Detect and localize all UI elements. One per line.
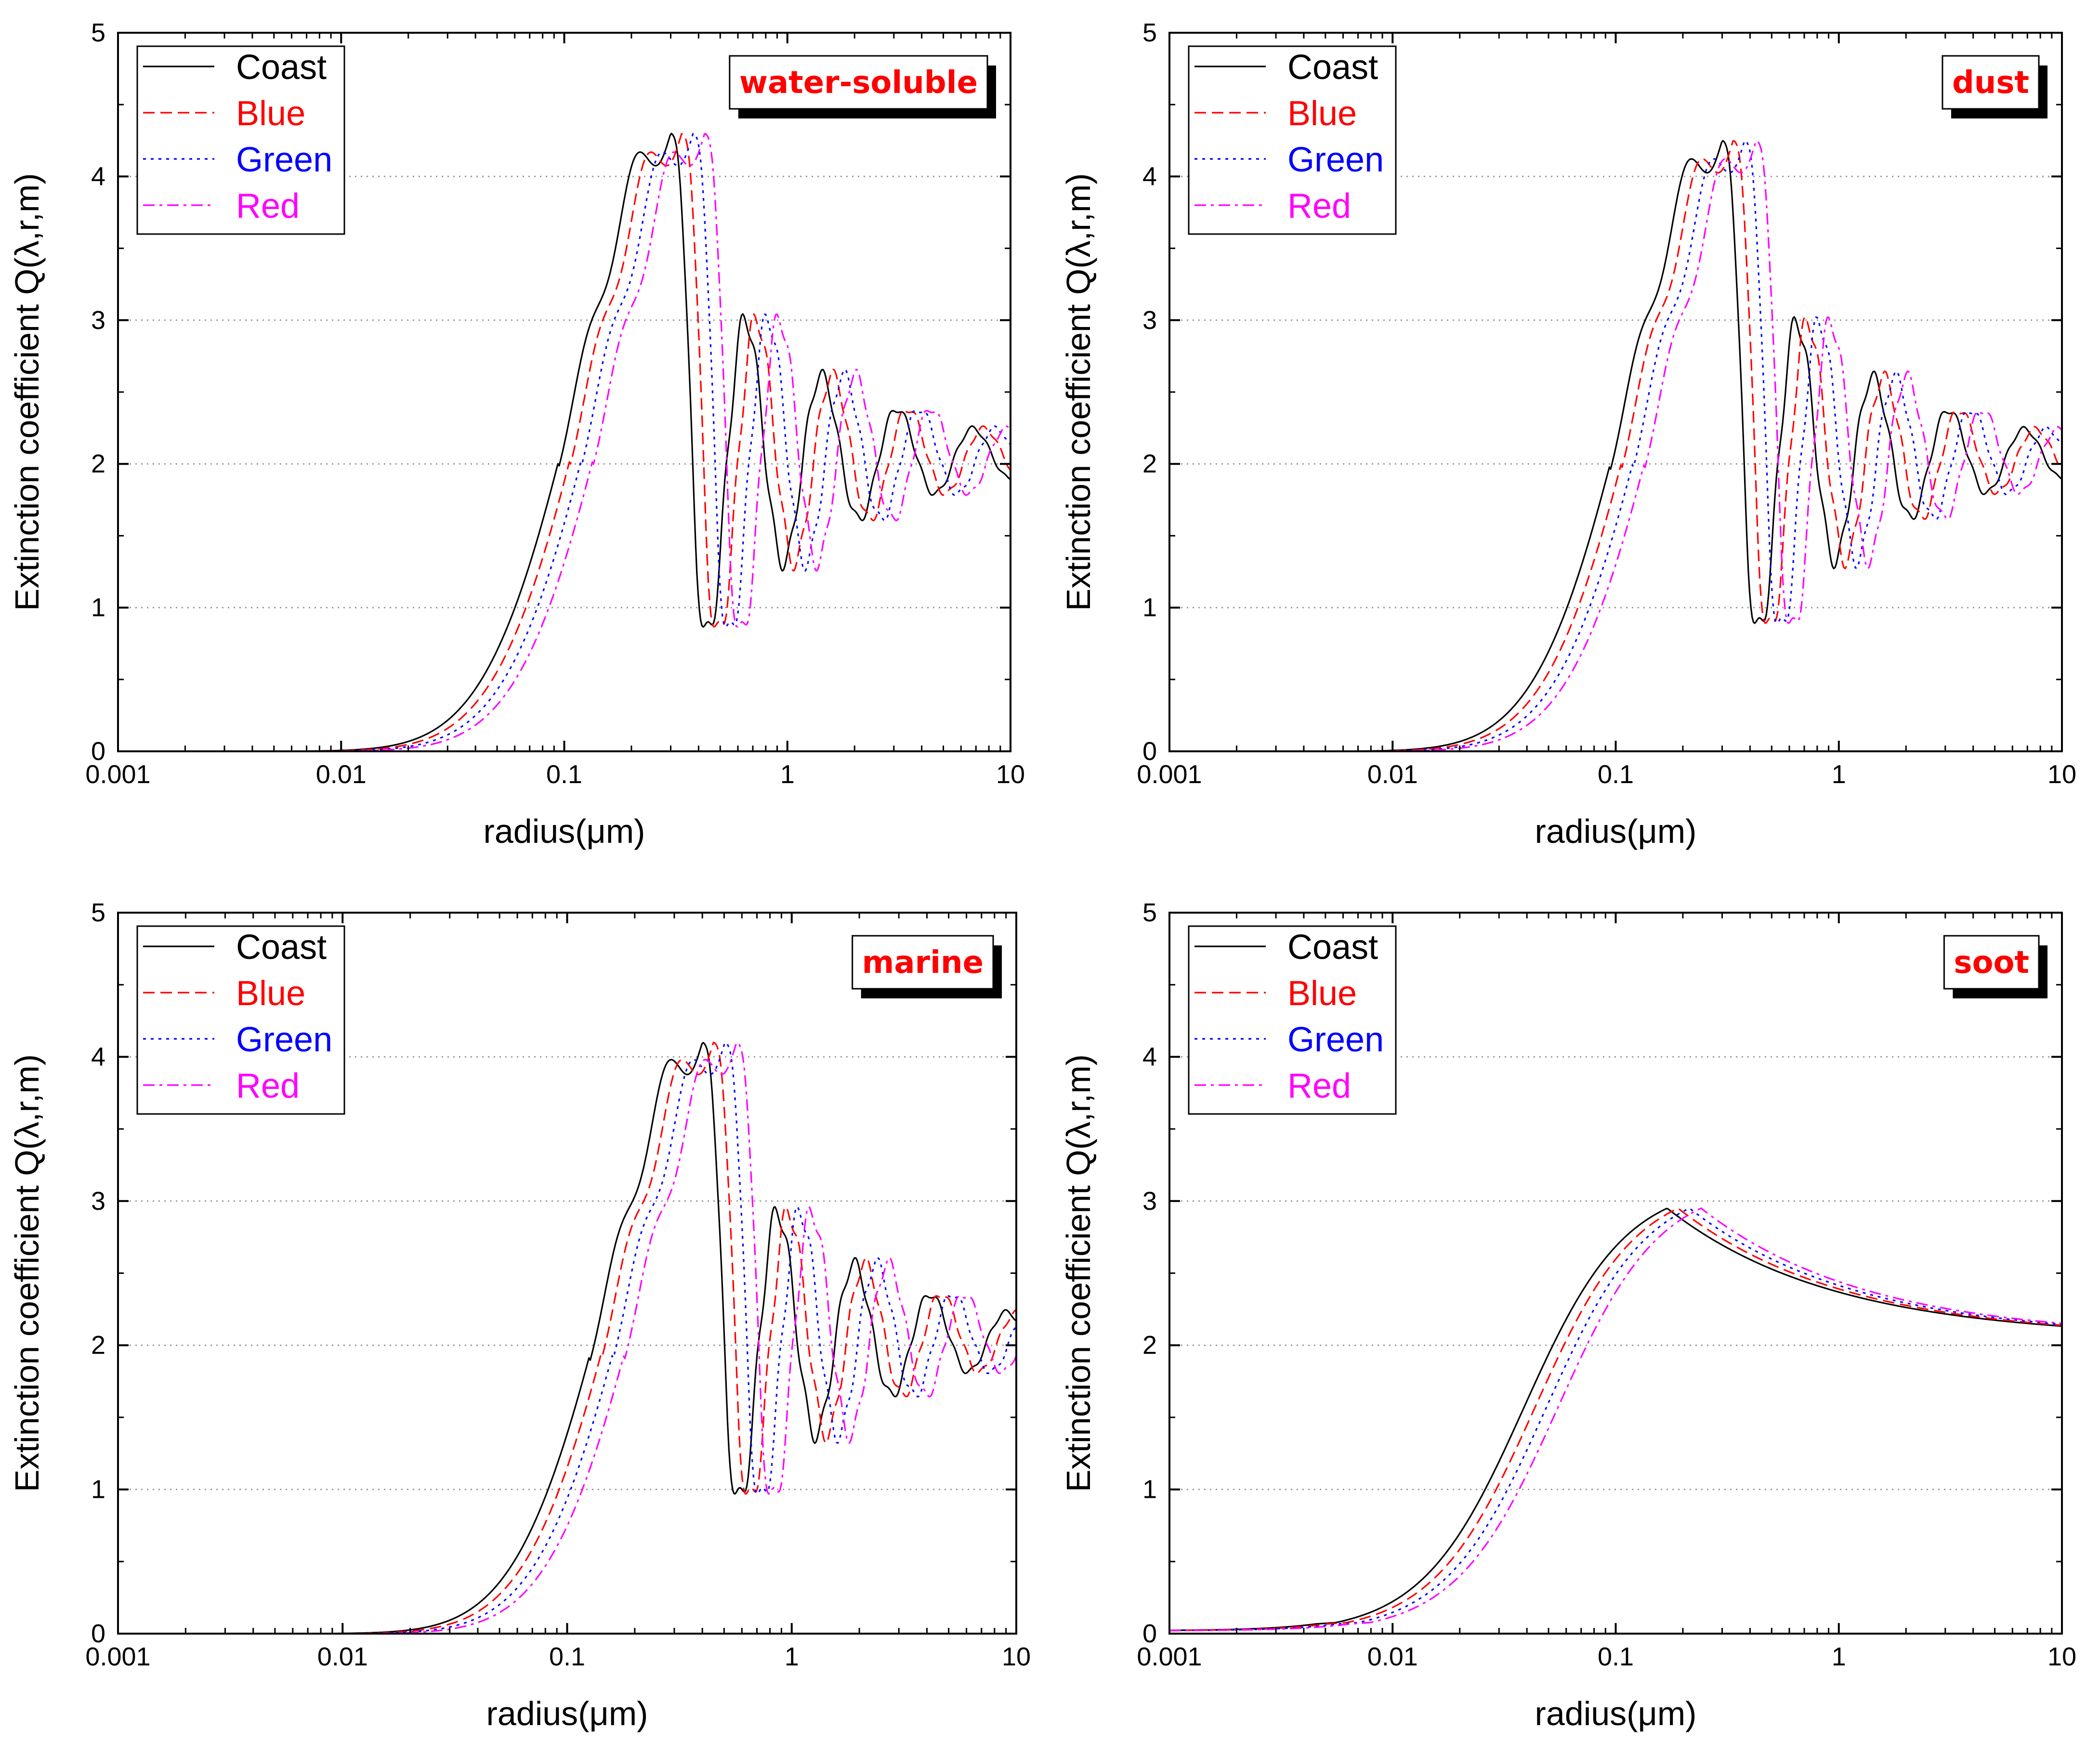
y-tick-label: 0	[91, 1619, 105, 1648]
panel-title-box	[852, 935, 994, 990]
y-tick-label: 0	[91, 737, 105, 766]
legend-box	[136, 45, 345, 235]
y-axis-label: Extinction coefficient Q(λ,r,m)	[8, 1054, 46, 1492]
y-tick-label: 4	[91, 1042, 105, 1071]
x-tick-label: 0.1	[1598, 1642, 1634, 1671]
series-line-green	[118, 1041, 1017, 1635]
legend-label-green: Green	[236, 141, 332, 179]
y-tick-label: 2	[91, 1331, 105, 1360]
x-tick-label: 0.01	[1367, 1642, 1418, 1671]
x-tick-label: 0.001	[1137, 1642, 1202, 1671]
y-tick-label: 1	[1142, 1475, 1157, 1504]
y-tick-label: 5	[1142, 898, 1157, 927]
y-tick-label: 3	[91, 1187, 105, 1216]
series-line-red	[1169, 1207, 2062, 1632]
y-tick-label: 2	[1142, 1331, 1157, 1360]
panel-title: water-soluble	[739, 65, 978, 101]
chart-panel-marine: 0 1 2 3 4 5 0.001 0.01 0.1 1 10 radius(μm) Extinctio…	[8, 898, 1031, 1732]
y-tick-label: 5	[91, 898, 105, 927]
series-line-red	[118, 1042, 1017, 1635]
chart-panel-dust: 0 1 2 3 4 5 0.001 0.01 0.1 1 10 radius(μm) Extinctio…	[1060, 18, 2076, 850]
y-tick-label: 1	[91, 593, 105, 622]
x-axis-label: radius(μm)	[1535, 812, 1697, 850]
series-line-green	[1169, 1207, 2062, 1632]
legend-box	[136, 925, 345, 1115]
x-tick-label: 0.01	[316, 760, 367, 789]
x-tick-label: 0.1	[549, 1642, 585, 1671]
y-tick-label: 5	[1142, 18, 1157, 47]
y-axis-label: Extinction coefficient Q(λ,r,m)	[8, 173, 46, 611]
x-tick-label: 1	[1832, 1642, 1846, 1671]
legend-box	[1188, 45, 1397, 235]
y-tick-label: 1	[1142, 593, 1157, 622]
x-tick-label: 0.01	[1367, 760, 1418, 789]
x-tick-label: 0.1	[1598, 760, 1634, 789]
x-tick-label: 10	[2048, 760, 2076, 789]
x-axis-label: radius(μm)	[1535, 1695, 1697, 1732]
y-tick-label: 5	[91, 18, 105, 47]
legend-label-red: Red	[1287, 187, 1351, 225]
legend-label-coast: Coast	[1287, 48, 1378, 87]
legend-label-blue: Blue	[1287, 94, 1357, 133]
y-tick-label: 4	[1142, 162, 1157, 191]
legend-label-blue: Blue	[236, 94, 305, 133]
y-tick-label: 0	[1142, 737, 1157, 766]
x-tick-label: 0.001	[1137, 760, 1202, 789]
x-tick-label: 0.001	[85, 760, 150, 789]
series-line-blue	[118, 1041, 1017, 1635]
y-tick-label: 2	[1142, 449, 1157, 478]
x-tick-label: 1	[785, 1642, 799, 1671]
legend-label-green: Green	[1287, 1021, 1384, 1059]
y-axis-label: Extinction coefficient Q(λ,r,m)	[1060, 173, 1097, 611]
legend-label-coast: Coast	[1287, 928, 1378, 967]
panel-title-box	[1943, 935, 2040, 990]
legend-label-blue: Blue	[236, 974, 305, 1013]
legend-label-coast: Coast	[236, 48, 327, 87]
y-tick-label: 3	[91, 306, 105, 335]
y-tick-label: 1	[91, 1475, 105, 1504]
legend-label-blue: Blue	[1287, 974, 1357, 1013]
panel-title-box	[1942, 55, 2040, 110]
series-line-coast	[1169, 1207, 2062, 1631]
x-tick-label: 10	[1002, 1642, 1031, 1671]
panel-title-box	[729, 55, 988, 110]
y-axis-label: Extinction coefficient Q(λ,r,m)	[1060, 1054, 1097, 1492]
panel-title: dust	[1952, 65, 2029, 101]
y-tick-label: 0	[1142, 1619, 1157, 1648]
x-tick-label: 0.01	[317, 1642, 368, 1671]
legend-label-red: Red	[236, 187, 300, 225]
x-tick-label: 10	[996, 760, 1025, 789]
x-tick-label: 1	[780, 760, 795, 789]
y-tick-label: 2	[91, 449, 105, 478]
x-axis-label: radius(μm)	[484, 812, 645, 850]
y-tick-label: 3	[1142, 1187, 1157, 1216]
legend-label-coast: Coast	[236, 928, 327, 967]
x-tick-label: 0.1	[546, 760, 582, 789]
series-line-coast	[118, 1042, 1017, 1635]
y-tick-label: 4	[1142, 1042, 1157, 1071]
x-tick-label: 10	[2048, 1642, 2076, 1671]
panel-title: soot	[1954, 945, 2029, 981]
legend-box	[1188, 925, 1397, 1115]
legend-label-green: Green	[1287, 141, 1384, 179]
legend-label-green: Green	[236, 1021, 332, 1059]
chart-panel-soot: 0 1 2 3 4 5 0.001 0.01 0.1 1 10 radius(μm) Extinctio…	[1060, 898, 2076, 1732]
chart-panel-water-soluble: 0 1 2 3 4 5 0.001 0.01 0.1 1 10 radius(μm) Extinctio…	[8, 18, 1025, 850]
series-line-blue	[1169, 1207, 2062, 1631]
x-tick-label: 0.001	[85, 1642, 150, 1671]
x-tick-label: 1	[1832, 760, 1846, 789]
y-tick-label: 4	[91, 162, 105, 191]
legend-label-red: Red	[236, 1067, 300, 1105]
y-tick-label: 3	[1142, 306, 1157, 335]
panel-title: marine	[862, 945, 984, 981]
x-axis-label: radius(μm)	[486, 1695, 648, 1732]
legend-label-red: Red	[1287, 1067, 1351, 1105]
